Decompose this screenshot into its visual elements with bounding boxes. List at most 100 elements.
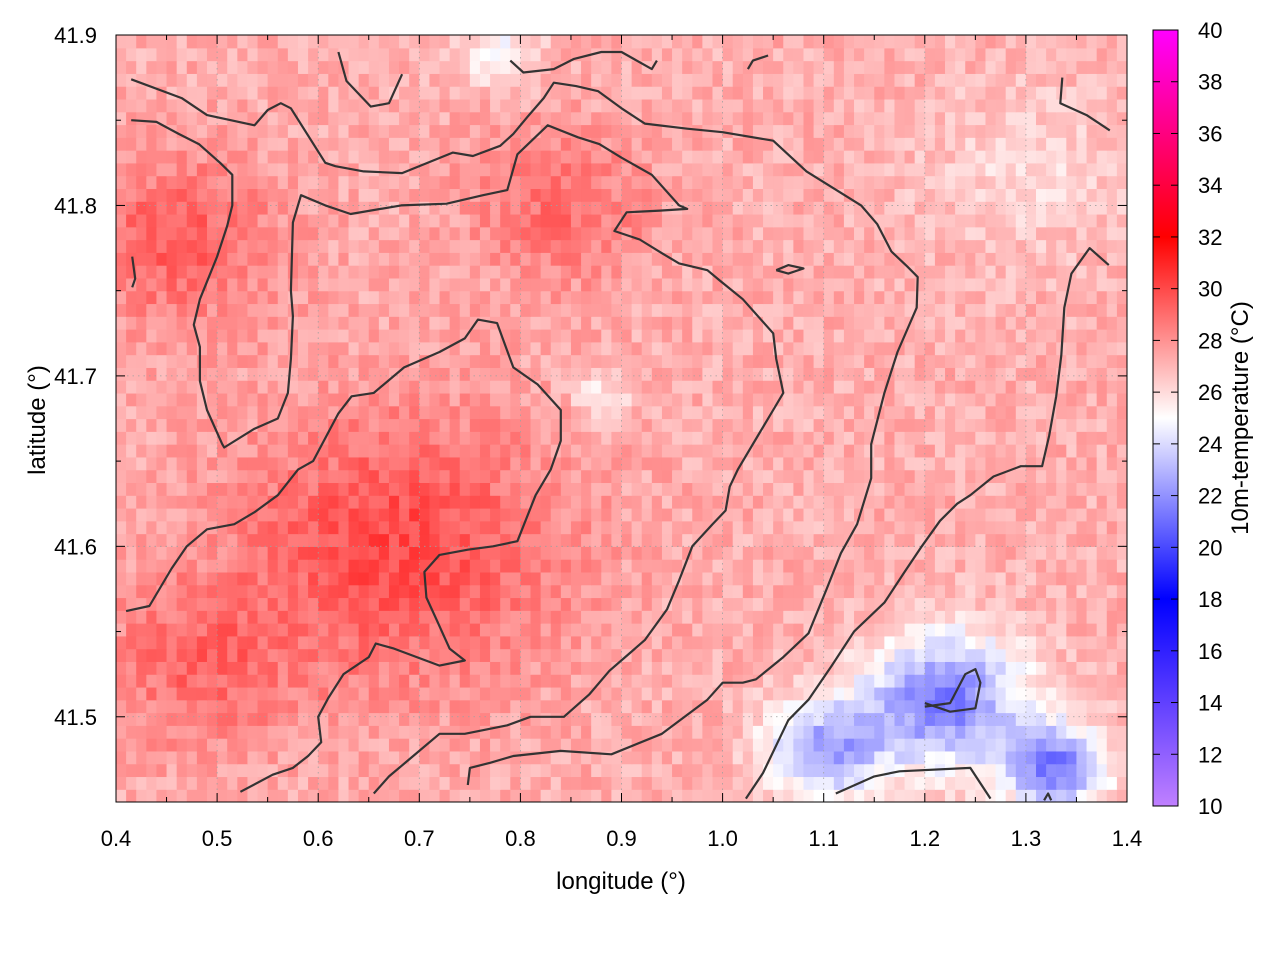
field-cell — [409, 559, 420, 573]
field-cell — [500, 226, 511, 241]
field-cell — [1015, 367, 1027, 381]
field-cell — [884, 610, 896, 624]
field-cell — [1066, 201, 1078, 215]
field-cell — [287, 456, 299, 471]
field-cell — [196, 354, 208, 368]
field-cell — [732, 252, 744, 266]
field-cell — [227, 623, 238, 637]
field-cell — [1066, 380, 1078, 394]
field-cell — [439, 482, 451, 496]
field-cell — [1096, 239, 1108, 253]
field-cell — [702, 661, 714, 675]
field-cell — [773, 725, 784, 739]
field-cell — [388, 725, 400, 739]
field-cell — [783, 213, 794, 228]
field-cell — [843, 239, 855, 253]
field-cell — [348, 776, 360, 790]
field-cell — [136, 380, 147, 394]
field-cell — [510, 162, 521, 177]
field-cell — [975, 456, 987, 471]
field-cell — [490, 623, 501, 637]
field-cell — [237, 610, 249, 624]
field-cell — [763, 725, 774, 739]
field-cell — [560, 303, 572, 317]
field-cell — [752, 507, 764, 522]
field-cell — [520, 584, 532, 599]
field-cell — [176, 303, 188, 317]
field-cell — [500, 789, 511, 802]
field-cell — [854, 162, 865, 177]
field-cell — [874, 188, 885, 202]
field-cell — [581, 482, 592, 496]
field-cell — [378, 699, 390, 714]
field-cell — [419, 507, 431, 522]
field-cell — [560, 686, 572, 701]
field-cell — [601, 252, 612, 266]
field-cell — [297, 201, 309, 215]
field-cell — [742, 418, 754, 432]
field-cell — [742, 520, 754, 535]
field-cell — [338, 661, 350, 675]
field-cell — [146, 226, 158, 241]
field-cell — [287, 674, 299, 688]
field-cell — [520, 392, 532, 407]
field-cell — [1066, 444, 1078, 458]
field-cell — [469, 495, 481, 509]
field-cell — [692, 763, 703, 778]
field-cell — [146, 789, 158, 802]
field-cell — [661, 738, 673, 752]
field-cell — [1086, 546, 1098, 560]
field-cell — [1096, 213, 1108, 228]
field-cell — [985, 265, 997, 279]
field-cell — [803, 648, 815, 662]
field-cell — [1015, 674, 1027, 688]
field-cell — [823, 725, 835, 739]
field-cell — [661, 341, 673, 356]
field-cell — [823, 456, 835, 471]
field-cell — [409, 750, 420, 765]
field-cell — [267, 444, 279, 458]
field-cell — [1046, 520, 1057, 535]
field-cell — [1066, 316, 1078, 330]
field-cell — [934, 329, 946, 343]
field-cell — [166, 725, 178, 739]
field-cell — [975, 277, 987, 292]
field-cell — [833, 469, 845, 484]
field-cell — [459, 239, 471, 253]
field-cell — [419, 329, 431, 343]
field-cell — [1036, 725, 1047, 739]
field-cell — [1005, 725, 1017, 739]
field-cell — [550, 290, 562, 305]
field-cell — [793, 495, 805, 509]
field-cell — [783, 265, 794, 279]
field-cell — [176, 405, 188, 420]
field-cell — [955, 277, 966, 292]
field-cell — [318, 610, 329, 624]
field-cell — [429, 712, 441, 726]
field-cell — [297, 175, 309, 189]
field-cell — [429, 201, 441, 215]
field-cell — [823, 597, 835, 611]
field-cell — [186, 201, 198, 215]
field-cell — [803, 763, 815, 778]
field-cell — [945, 610, 956, 624]
field-cell — [146, 431, 158, 445]
field-cell — [449, 699, 461, 714]
field-cell — [287, 648, 299, 662]
field-cell — [773, 405, 784, 420]
field-cell — [1015, 571, 1027, 586]
field-cell — [1036, 776, 1047, 790]
field-cell — [237, 699, 249, 714]
field-cell — [692, 738, 703, 752]
field-cell — [146, 495, 158, 509]
field-cell — [297, 584, 309, 599]
field-cell — [692, 303, 703, 317]
field-cell — [864, 725, 875, 739]
field-cell — [206, 725, 218, 739]
field-cell — [338, 738, 350, 752]
field-cell — [611, 367, 623, 381]
field-cell — [1036, 303, 1047, 317]
field-cell — [196, 546, 208, 560]
field-cell — [459, 623, 471, 637]
field-cell — [560, 648, 572, 662]
